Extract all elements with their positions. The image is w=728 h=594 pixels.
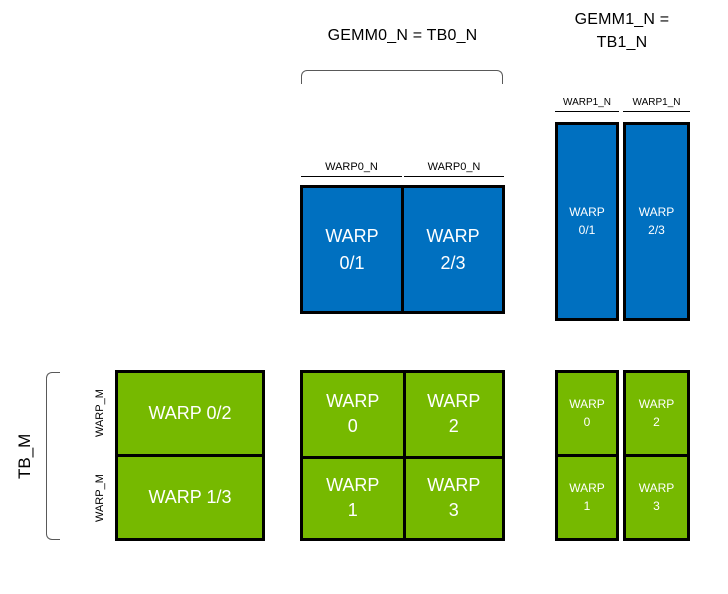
tb-row-warp02: WARP 0/2: [118, 373, 262, 454]
warp-cell-line1: WARP: [638, 481, 675, 496]
warp-cell-line2: 0: [583, 414, 591, 429]
warp-cell-line1: WARP: [326, 475, 380, 496]
warp-cell-line1: WARP: [326, 391, 380, 412]
warp-row-label: WARP 0/2: [148, 403, 232, 424]
warp-cell-line1: WARP: [569, 481, 605, 496]
gemm0-n-header: GEMM0_N = TB0_N: [327, 27, 478, 44]
warp-cell-line1: WARP: [427, 391, 481, 412]
warp-cell-line2: 2/3: [440, 252, 466, 273]
warp-cell-line2: 2: [448, 416, 459, 437]
warp-cell-line1: WARP: [427, 475, 481, 496]
gemm0-warp-cell-3: WARP 3: [402, 455, 502, 538]
warp0-n-label-left: WARP0_N: [301, 161, 402, 177]
gemm0-warp-cell-2: WARP 2: [402, 373, 503, 456]
warp-cell-line1: WARP: [638, 397, 675, 412]
gemm1-n-header-line1: GEMM1_N =: [574, 11, 670, 28]
warp-cell-line1: WARP: [426, 226, 480, 247]
gemm1-warp-column-right: WARP 2 WARP 3: [623, 370, 690, 541]
gemm1-warp-cell-2: WARP 2: [626, 373, 687, 454]
warp-cell-line2: 2/3: [648, 222, 665, 237]
warp-cell-line1: WARP: [325, 226, 379, 247]
warp-cell-line1: WARP: [569, 205, 605, 220]
gemm1-acc-column-warp01: WARP 0/1: [555, 122, 619, 321]
gemm1-warp-cell-1: WARP 1: [558, 454, 616, 538]
gemm0-acc-cell-warp23: WARP 2/3: [401, 188, 502, 311]
gemm1-warp-column-left: WARP 0 WARP 1: [555, 370, 619, 541]
tb-m-label: TB_M: [15, 433, 34, 479]
warp-cell-line2: 3: [653, 498, 660, 513]
warp-cell-line2: 3: [448, 500, 459, 521]
warp-cell-line2: 2: [653, 414, 660, 429]
gemm1-acc-cell-warp23: WARP 2/3: [626, 125, 687, 318]
gemm1-acc-cell-warp01: WARP 0/1: [558, 125, 616, 318]
warp-cell-line2: 0: [347, 416, 358, 437]
gemm0-warp-cell-1: WARP 1: [303, 455, 403, 539]
tb-m-span-bracket: [46, 372, 60, 540]
warp-cell-line2: 0/1: [578, 222, 596, 237]
gemm0-acc-cell-warp01: WARP 0/1: [303, 188, 401, 311]
warp-cell-line2: 1: [583, 498, 591, 513]
gemm1-acc-column-warp23: WARP 2/3: [623, 122, 690, 321]
gemm0-n-span-bracket: [301, 70, 503, 84]
warp-m-label-bottom: WARP_M: [94, 474, 106, 522]
warp1-n-label-left: WARP1_N: [555, 97, 619, 112]
warp1-n-label-right: WARP1_N: [623, 97, 690, 112]
warp-cell-line1: WARP: [569, 397, 605, 412]
warp0-n-label-right: WARP0_N: [404, 161, 504, 177]
gemm0-accumulator-tile: WARP 0/1 WARP 2/3: [300, 185, 505, 314]
tb-row-warp13: WARP 1/3: [118, 454, 262, 538]
gemm1-n-header: GEMM1_N = TB1_N: [552, 8, 692, 54]
warp-m-label-top: WARP_M: [94, 389, 106, 437]
gemm0-warp-cell-0: WARP 0: [303, 373, 403, 456]
warp-cell-line1: WARP: [638, 205, 675, 220]
warp-cell-line2: 1: [347, 500, 358, 521]
tb-m-warp-rows-tile: WARP 0/2 WARP 1/3: [115, 370, 265, 541]
gemm1-n-header-line2: TB1_N: [596, 34, 648, 52]
gemm0-warp-grid-tile: WARP 0 WARP 2 WARP 1 WARP 3: [300, 370, 505, 541]
gemm1-warp-cell-0: WARP 0: [558, 373, 616, 454]
gemm1-warp-cell-3: WARP 3: [626, 454, 687, 538]
warp-cell-line2: 0/1: [339, 252, 365, 273]
warp-row-label: WARP 1/3: [148, 487, 232, 508]
